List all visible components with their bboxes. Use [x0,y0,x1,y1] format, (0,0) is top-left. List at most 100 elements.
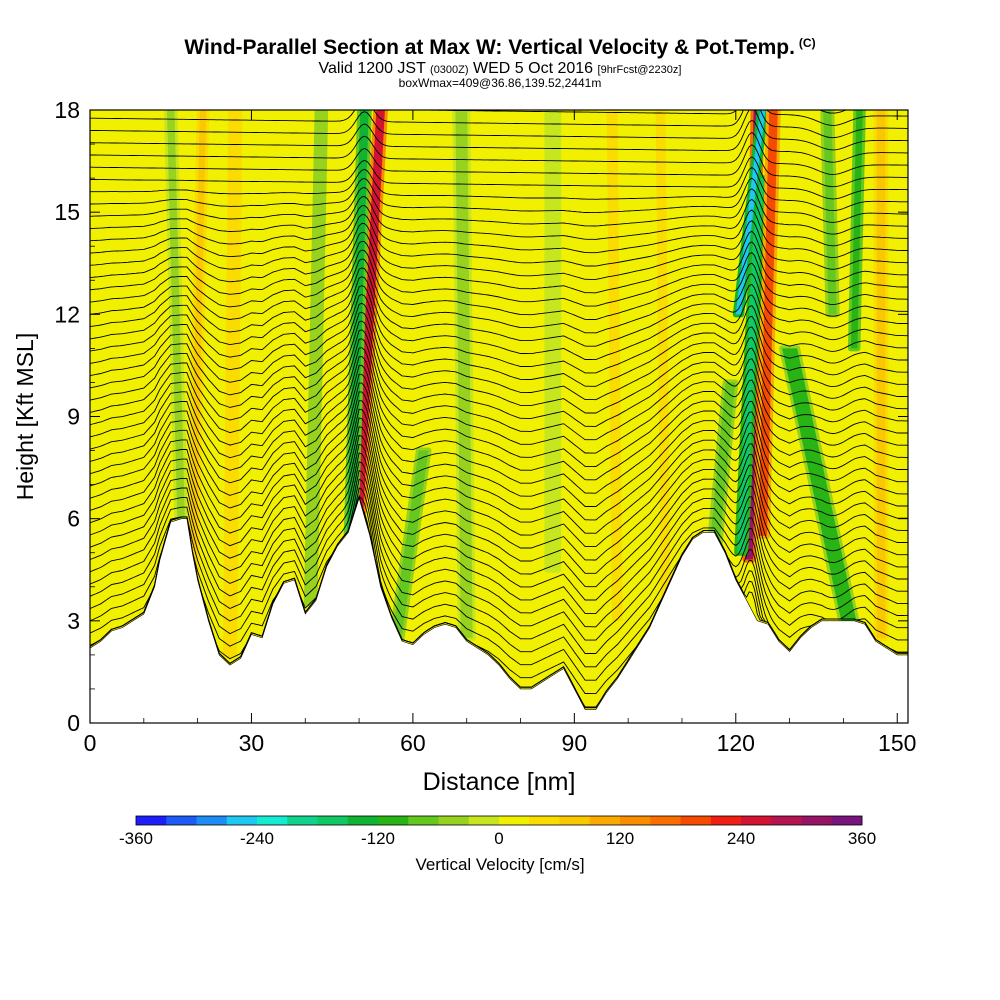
axes: 0 30 60 90 120 150 0 3 6 9 12 15 18 Distance [nm] Heig… [12,97,916,796]
colorbar-swatch [529,816,560,825]
theta-contour [90,144,908,188]
copyright-mark: (C) [798,36,816,50]
theta-contour [90,205,908,259]
colorbar-swatch [741,816,772,825]
colorbar-swatch [499,816,530,825]
y-tick-label: 9 [67,404,80,430]
velocity-feature [782,348,857,621]
colorbar-swatch [650,816,681,825]
theta-contour [90,320,908,427]
colorbar-swatch [710,816,742,825]
theta-contour [90,267,908,347]
velocity-feature [166,110,186,536]
colorbar-swatch [438,816,470,825]
colorbar-tick-label: -360 [119,829,153,848]
theta-contour [90,59,908,101]
y-tick-label: 3 [67,608,80,634]
colorbar-tick-label: 360 [848,829,876,848]
colorbar-swatch [680,816,712,825]
velocity-feature [547,110,559,570]
theta-contour [90,196,908,247]
velocity-feature [306,110,326,604]
theta-contour [90,187,908,235]
colorbar-swatch [166,816,197,825]
y-tick-label: 6 [67,506,80,532]
velocity-feature [189,110,207,604]
potential-temperature-contours [90,59,908,709]
velocity-feature [225,110,240,655]
theta-contour [90,426,908,588]
theta-contour [90,177,908,223]
theta-contour [90,110,908,139]
x-tick-label: 150 [878,730,916,756]
theta-contour [90,347,908,467]
theta-contour [90,294,908,387]
x-tick-label: 0 [84,730,97,756]
theta-contour [90,285,908,374]
y-axis-label: Height [Kft MSL] [12,333,38,500]
theta-contour [90,356,908,481]
theta-contour [90,434,908,601]
x-tick-label: 120 [717,730,755,756]
colorbar-swatch [347,816,379,825]
theta-contour [90,487,908,681]
colorbar-label: Vertical Velocity [cm/s] [415,855,585,874]
terrain [90,497,908,723]
theta-contour [90,417,908,574]
colorbar-swatch [378,816,409,825]
theta-contour [90,452,908,628]
theta-contour [90,214,908,270]
colorbar-frame [135,815,863,826]
theta-contour [90,461,908,641]
theta-contour [90,391,908,534]
theta-contour [90,249,908,320]
theta-contour [90,443,908,614]
colorbar: -360 -240 -120 0 120 240 360 [119,815,876,848]
colorbar-swatch [257,816,288,825]
chart-title: Wind-Parallel Section at Max W: Vertical… [0,36,1000,60]
subtitle-fcst: [9hrFcst@2230z] [597,64,682,76]
colorbar-swatch [801,816,833,825]
subtitle-utc: (0300Z) [430,64,469,76]
colorbar-swatch [196,816,228,825]
field-background [90,110,908,723]
subtitle-box-wmax: boxWmax=409@36.86,139.52,2441m [398,76,602,90]
theta-contour [90,469,908,654]
colorbar-tick-label: -120 [361,829,395,848]
velocity-feature [876,110,886,638]
theta-contour [90,276,908,361]
colorbar-tick-label: 0 [494,829,503,848]
theta-contour [90,364,908,494]
subtitle-date: WED 5 Oct 2016 [473,60,594,77]
theta-contour [90,373,908,507]
theta-contour [90,478,908,668]
colorbar-tick-label: 240 [727,829,755,848]
chart-subtitle: Valid 1200 JST (0300Z) WED 5 Oct 2016 [9… [0,60,1000,79]
theta-contour [90,382,908,521]
terrain-area [90,497,908,723]
x-tick-label: 90 [562,730,588,756]
theta-contour [818,110,848,114]
velocity-field [90,110,908,723]
colorbar-swatch [136,816,167,825]
theta-contour [90,119,908,163]
chart-title-text: Wind-Parallel Section at Max W: Vertical… [184,36,795,59]
theta-contour [90,156,908,200]
theta-contour [90,302,908,401]
theta-contour [390,110,908,126]
colorbar-swatch [287,816,318,825]
theta-contour [90,223,908,282]
colorbar-swatch [559,816,591,825]
theta-contour [90,400,908,548]
velocity-feature [737,178,765,553]
velocity-feature [850,110,863,349]
colorbar-swatch [408,816,439,825]
colorbar-tick-label: -240 [240,829,274,848]
velocity-feature [655,110,671,604]
colorbar-swatch [589,816,621,825]
theta-contour [90,495,908,695]
x-tick-label: 60 [400,730,426,756]
x-axis-label: Distance [nm] [423,768,576,796]
theta-contour [90,258,908,334]
